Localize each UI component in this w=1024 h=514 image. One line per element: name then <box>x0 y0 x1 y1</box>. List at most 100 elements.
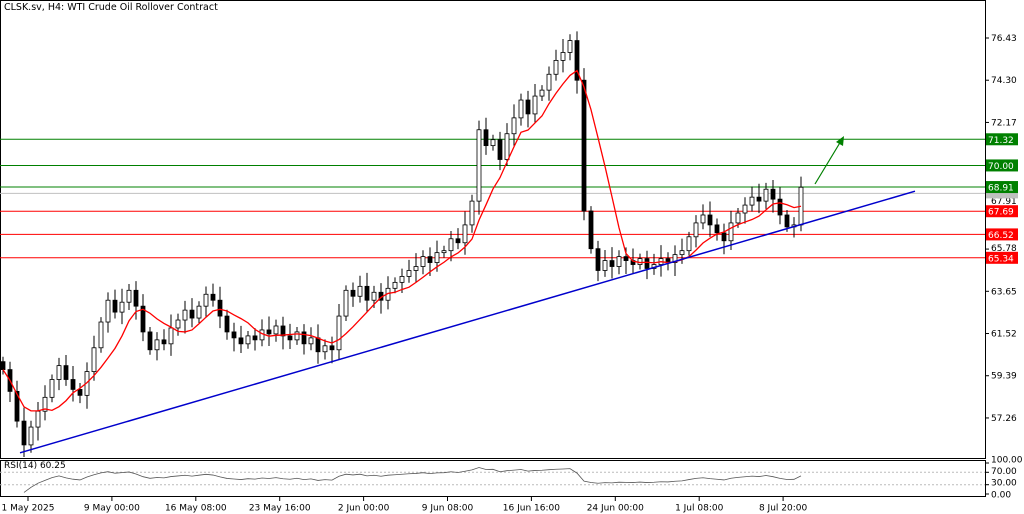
candle <box>476 120 482 215</box>
candle <box>595 240 601 282</box>
x-tick-label: 1 May 2025 <box>2 504 55 514</box>
x-tick-label: 8 Jul 20:00 <box>759 504 808 514</box>
candle-body <box>700 214 706 224</box>
candle <box>588 206 594 254</box>
x-tick-label: 2 Jun 00:00 <box>338 504 390 514</box>
candle <box>511 104 517 146</box>
candle-body <box>742 204 748 214</box>
rsi-tick-label: 0.00 <box>991 491 1011 501</box>
candle-body <box>98 321 104 349</box>
candle-body <box>532 95 538 115</box>
candle <box>63 355 69 386</box>
candle-body <box>336 315 342 351</box>
candle <box>168 314 174 356</box>
candle <box>294 326 300 345</box>
candle-body <box>147 331 153 351</box>
candle <box>280 316 286 350</box>
candle-body <box>679 250 685 256</box>
candle <box>154 332 160 361</box>
candle-body <box>287 335 293 341</box>
candle-body <box>280 325 286 337</box>
candle-body <box>420 256 426 267</box>
candle-body <box>273 325 279 335</box>
candle-body <box>14 390 20 422</box>
candle-body <box>644 258 650 269</box>
candle <box>693 215 699 248</box>
y-tick-label: 61.52 <box>991 330 1017 340</box>
candle-body <box>154 339 160 351</box>
candle <box>560 39 566 73</box>
candle <box>686 231 692 256</box>
candle-body <box>672 254 678 263</box>
candle <box>490 134 496 151</box>
candle-body <box>112 299 118 313</box>
candle <box>532 84 538 124</box>
candle <box>14 380 20 428</box>
candle <box>616 250 622 275</box>
candle <box>651 253 657 275</box>
candle-body <box>91 347 97 372</box>
x-tick-label: 23 May 16:00 <box>249 504 311 514</box>
candle <box>21 407 27 457</box>
candle <box>728 210 734 250</box>
candle-body <box>35 410 41 428</box>
candle <box>483 117 489 155</box>
resistance-level-label-bg <box>986 159 1018 172</box>
candle-body <box>609 260 615 267</box>
candle <box>700 204 706 230</box>
candle-body <box>588 210 594 250</box>
rsi-label: RSI(14) 60.25 <box>4 461 66 471</box>
support-level-label-bg <box>986 228 1018 241</box>
plot-frame <box>0 0 986 459</box>
candle <box>77 383 83 404</box>
candle-body <box>182 309 188 321</box>
candle <box>224 309 230 340</box>
current-price-label <box>986 188 1018 199</box>
candle <box>707 201 713 237</box>
candle-body <box>462 224 468 244</box>
candle <box>518 93 524 126</box>
candle-body <box>119 301 125 313</box>
candle <box>357 275 363 303</box>
rsi-tick-label: 30.00 <box>991 479 1017 489</box>
candle <box>70 366 76 402</box>
candle-body <box>217 299 223 317</box>
candle-body <box>70 379 76 390</box>
candle-body <box>259 329 265 341</box>
candle-body <box>399 276 405 283</box>
candle-body <box>595 248 601 271</box>
candle-body <box>616 256 622 267</box>
candle <box>196 301 202 324</box>
candle-body <box>441 250 447 254</box>
candle-body <box>504 133 510 160</box>
candle-body <box>357 285 363 297</box>
candle <box>798 176 804 232</box>
candle-body <box>63 365 69 380</box>
candle <box>182 300 188 334</box>
chart-title: CLSK.sv, H4: WTI Crude Oil Rollover Cont… <box>4 2 218 13</box>
candle <box>497 131 503 171</box>
resistance-level-label: 71.32 <box>988 136 1014 146</box>
candle <box>553 49 559 81</box>
candle <box>546 66 552 101</box>
candle <box>441 245 447 258</box>
candle-body <box>693 222 699 238</box>
candle-body <box>546 73 552 91</box>
candle <box>84 362 90 409</box>
candle <box>581 68 587 221</box>
candle <box>28 420 34 453</box>
candle <box>91 335 97 381</box>
candle-body <box>21 420 27 446</box>
candle <box>322 339 328 360</box>
candle <box>119 288 125 325</box>
candle-body <box>539 89 545 97</box>
candle-body <box>301 331 307 345</box>
candle-body <box>343 289 349 317</box>
resistance-level-label: 70.00 <box>988 162 1014 172</box>
candle <box>567 34 573 61</box>
candle-body <box>77 389 83 396</box>
x-tick-label: 9 May 00:00 <box>84 504 140 514</box>
candle-body <box>749 196 755 206</box>
candle-body <box>763 188 769 202</box>
